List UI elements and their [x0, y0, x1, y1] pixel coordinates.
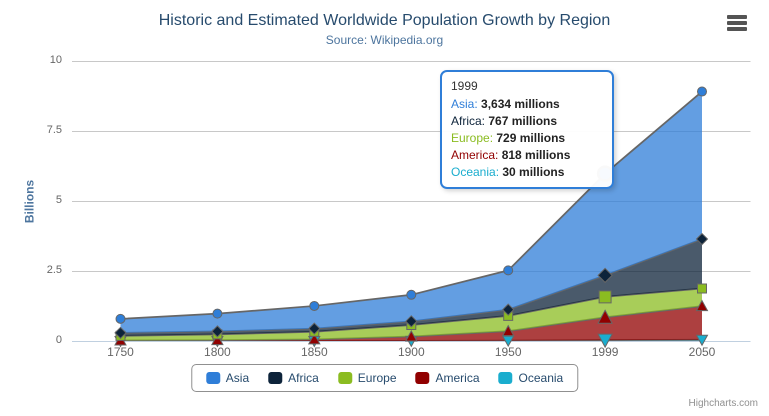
x-tick-label-1950: 1950	[494, 345, 522, 359]
legend-item-america[interactable]: America	[415, 371, 480, 385]
chart-title: Historic and Estimated Worldwide Populat…	[158, 12, 611, 29]
marker-asia-2050[interactable]	[697, 86, 707, 97]
legend-label: Asia	[225, 371, 250, 385]
marker-europe-2050[interactable]	[697, 283, 707, 294]
tooltip-row-oceania: Oceania: 30 millions	[451, 165, 565, 179]
marker-asia-1900[interactable]	[406, 289, 417, 300]
legend-label: America	[435, 371, 480, 385]
y-tick-label: 5	[55, 194, 62, 206]
tooltip-row-asia: Asia: 3,634 millions	[451, 97, 560, 111]
tooltip-category: 1999	[451, 79, 478, 93]
legend-swatch-icon	[498, 372, 513, 384]
area-asia[interactable]	[120, 91, 703, 333]
y-axis-title: Billions	[22, 179, 37, 224]
marker-africa-1900[interactable]	[405, 315, 418, 328]
marker-africa-1750[interactable]	[114, 326, 127, 340]
marker-asia-1750[interactable]	[115, 313, 126, 324]
legend-item-oceania[interactable]: Oceania	[498, 371, 564, 385]
credits-link[interactable]: Highcharts.com	[688, 398, 758, 409]
marker-america-1900[interactable]	[404, 329, 418, 342]
marker-europe-1999[interactable]	[598, 290, 612, 304]
tooltip-row-europe: Europe: 729 millions	[451, 131, 566, 145]
marker-oceania-1999[interactable]	[597, 333, 613, 349]
chart-subtitle: Source: Wikipedia.org	[325, 33, 444, 47]
marker-africa-1950[interactable]	[501, 303, 515, 316]
marker-africa-1850[interactable]	[308, 322, 321, 335]
context-menu-button[interactable]	[727, 15, 748, 31]
marker-oceania-2050[interactable]	[695, 334, 709, 347]
tooltip-row-africa: Africa: 767 millions	[451, 114, 558, 128]
area-america[interactable]	[120, 306, 703, 341]
y-tick-label: 2.5	[46, 264, 62, 276]
legend-label: Europe	[357, 371, 397, 385]
marker-africa-1800[interactable]	[211, 325, 224, 338]
tooltip-row-america: America: 818 millions	[451, 148, 571, 162]
marker-america-2050[interactable]	[695, 299, 709, 312]
legend: Asia Africa Europe America Oceania	[190, 364, 579, 392]
y-tick-label: 7.5	[46, 124, 62, 136]
marker-asia-1850[interactable]	[309, 300, 320, 311]
hamburger-icon	[727, 15, 748, 31]
marker-america-1800[interactable]	[211, 333, 224, 346]
marker-africa-1999[interactable]	[597, 267, 613, 284]
legend-item-europe[interactable]: Europe	[337, 371, 397, 385]
legend-label: Africa	[288, 371, 319, 385]
area-africa[interactable]	[120, 239, 703, 336]
tooltip-rows: Asia: 3,634 millions Africa: 767 millions…	[451, 96, 603, 181]
x-tick-label-1999: 1999	[591, 345, 619, 359]
marker-asia-1950[interactable]	[503, 265, 514, 276]
legend-swatch-icon	[337, 372, 352, 384]
marker-america-1850[interactable]	[307, 332, 321, 345]
legend-item-asia[interactable]: Asia	[205, 371, 250, 385]
legend-swatch-icon	[205, 372, 220, 384]
x-tick-label-1800: 1800	[204, 345, 231, 359]
marker-america-1999[interactable]	[597, 309, 613, 324]
tooltip: 1999 Asia: 3,634 millions Africa: 767 mil…	[440, 70, 614, 189]
marker-asia-1800[interactable]	[212, 308, 223, 319]
y-tick-label: 0	[55, 334, 62, 346]
x-tick-label-2050: 2050	[688, 345, 716, 359]
marker-africa-2050[interactable]	[695, 232, 709, 246]
x-tick-label-1900: 1900	[397, 345, 425, 359]
legend-swatch-icon	[415, 372, 430, 384]
y-tick-label: 10	[49, 54, 62, 66]
marker-america-1950[interactable]	[501, 324, 515, 337]
legend-label: Oceania	[518, 371, 564, 385]
x-tick-label-1850: 1850	[300, 345, 328, 359]
legend-swatch-icon	[268, 372, 283, 384]
x-tick-label-1750: 1750	[107, 345, 134, 359]
legend-item-africa[interactable]: Africa	[268, 371, 319, 385]
